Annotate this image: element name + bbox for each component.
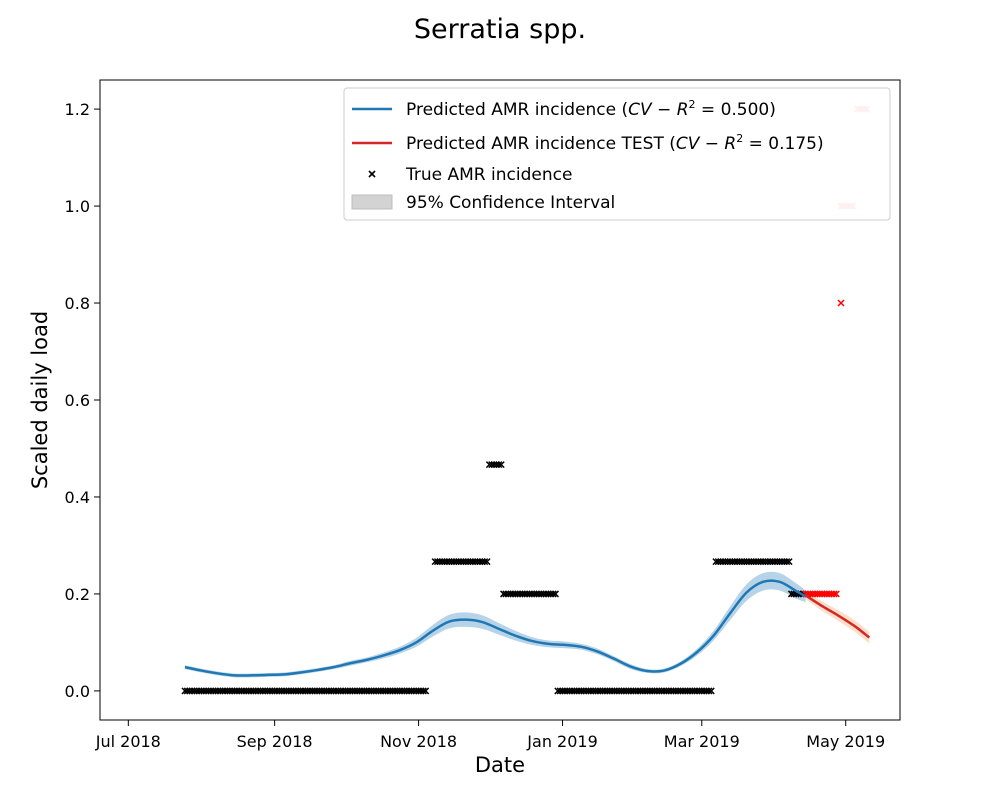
y-tick-label-2: 0.4 — [65, 488, 90, 507]
y-tick-label-6: 1.2 — [65, 100, 90, 119]
y-axis-label: Scaled daily load — [28, 311, 52, 489]
legend-label-predicted-sup: 2 — [689, 98, 696, 111]
x-tick-label-4: Mar 2019 — [664, 732, 740, 751]
point-series-2-124 — [481, 558, 489, 566]
x-tick-label-2: Nov 2018 — [380, 732, 457, 751]
legend-label-predicted-suffix: = 0.500) — [696, 100, 776, 120]
y-tick-label-3: 0.6 — [65, 391, 90, 410]
chart-title: Serratia spp. — [414, 14, 586, 45]
point-series-2-131 — [497, 461, 505, 469]
line-series-1 — [804, 594, 871, 639]
x-axis: Jul 2018 Sep 2018 Nov 2018 Jan 2019 Mar 2019… — [95, 720, 885, 751]
prediction-lines — [184, 579, 871, 677]
legend-label-ci: 95% Confidence Interval — [406, 193, 615, 213]
legend-label-true: True AMR incidence — [405, 165, 572, 185]
legend: Predicted AMR incidence (CV − R2 = 0.500… — [343, 87, 891, 221]
legend-frame — [343, 87, 891, 221]
legend-label-predicted: Predicted AMR incidence (CV − R2 = 0.500… — [406, 98, 776, 120]
point-series-2-252 — [785, 558, 793, 566]
x-tick-label-5: May 2019 — [806, 732, 885, 751]
x-tick-label-3: Jan 2019 — [526, 732, 597, 751]
x-axis-label: Date — [475, 753, 525, 777]
x-tick-label-1: Sep 2018 — [237, 732, 313, 751]
point-series-2-219 — [705, 687, 713, 695]
ci-band-series-0 — [184, 571, 806, 678]
point-series-3-14 — [837, 299, 845, 307]
legend-marker-true — [368, 170, 376, 178]
point-series-3-13 — [832, 590, 840, 598]
point-series-2-125 — [483, 558, 491, 566]
point-series-2-153 — [549, 590, 557, 598]
y-tick-label-0: 0.0 — [65, 682, 90, 701]
legend-label-predicted-math: CV − R — [628, 100, 688, 120]
point-series-3-12 — [830, 590, 838, 598]
legend-label-test-suffix: = 0.175) — [743, 134, 823, 154]
legend-patch-ci — [351, 194, 393, 210]
y-axis: 0.0 0.2 0.4 0.6 0.8 1.0 1.2 — [65, 100, 100, 701]
legend-label-predicted-prefix: Predicted AMR incidence ( — [406, 100, 628, 120]
y-tick-label-5: 1.0 — [65, 197, 90, 216]
legend-label-predicted-test: Predicted AMR incidence TEST (CV − R2 = … — [406, 132, 824, 154]
legend-label-test-math: CV − R — [676, 134, 736, 154]
point-series-2-130 — [495, 461, 503, 469]
point-series-2-251 — [783, 558, 791, 566]
legend-label-test-sup: 2 — [736, 132, 743, 145]
point-series-2-101 — [419, 687, 427, 695]
y-tick-label-1: 0.2 — [65, 585, 90, 604]
y-tick-label-4: 0.8 — [65, 294, 90, 313]
point-series-2-102 — [422, 687, 430, 695]
point-series-2-154 — [551, 590, 559, 598]
legend-label-test-prefix: Predicted AMR incidence TEST ( — [406, 134, 676, 154]
x-tick-label-0: Jul 2018 — [95, 732, 161, 751]
point-series-2-220 — [707, 687, 715, 695]
true-incidence-points — [181, 105, 871, 695]
line-series-0 — [184, 579, 807, 677]
